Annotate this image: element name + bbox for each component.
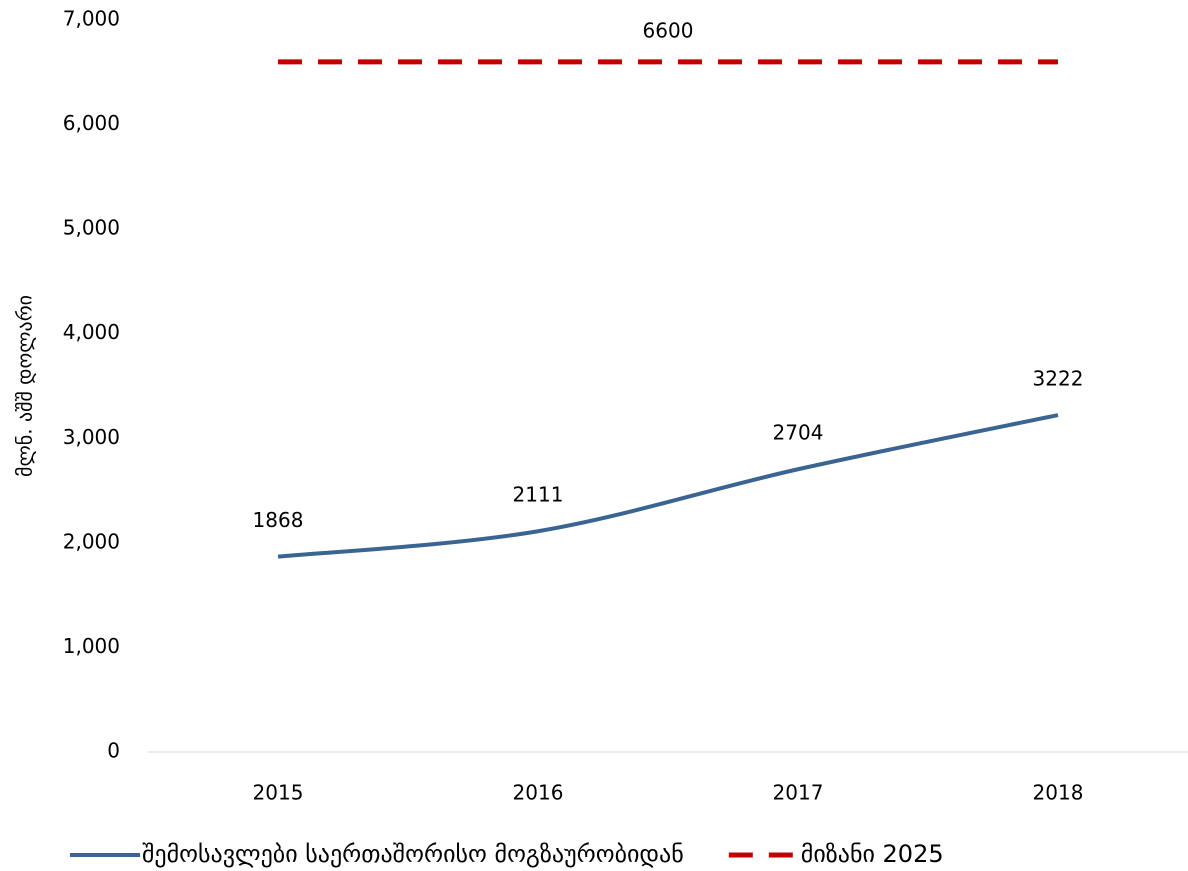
data-label: 1868	[253, 508, 304, 532]
legend-label: მიზანი 2025	[801, 840, 944, 868]
y-tick-label: 6,000	[63, 111, 120, 135]
y-tick-label: 4,000	[63, 320, 120, 344]
y-axis-label: მლნ. აშშ დოლარი	[13, 295, 37, 477]
y-tick-label: 7,000	[63, 7, 120, 31]
x-tick-label: 2018	[1033, 781, 1084, 805]
legend-label: შემოსავლები საერთაშორისო მოგზაურობიდან	[142, 840, 684, 868]
data-label: 3222	[1033, 367, 1084, 391]
y-tick-label: 2,000	[63, 529, 120, 553]
x-tick-label: 2016	[513, 781, 564, 805]
data-label: 2704	[773, 421, 824, 445]
y-tick-label: 3,000	[63, 425, 120, 449]
data-label: 2111	[513, 483, 564, 507]
y-tick-label: 0	[107, 739, 120, 763]
y-tick-label: 5,000	[63, 216, 120, 240]
data-label: 6600	[643, 18, 694, 42]
x-tick-label: 2017	[773, 781, 824, 805]
line-series	[277, 413, 1059, 559]
x-tick-label: 2015	[253, 781, 304, 805]
y-tick-label: 1,000	[63, 634, 120, 658]
